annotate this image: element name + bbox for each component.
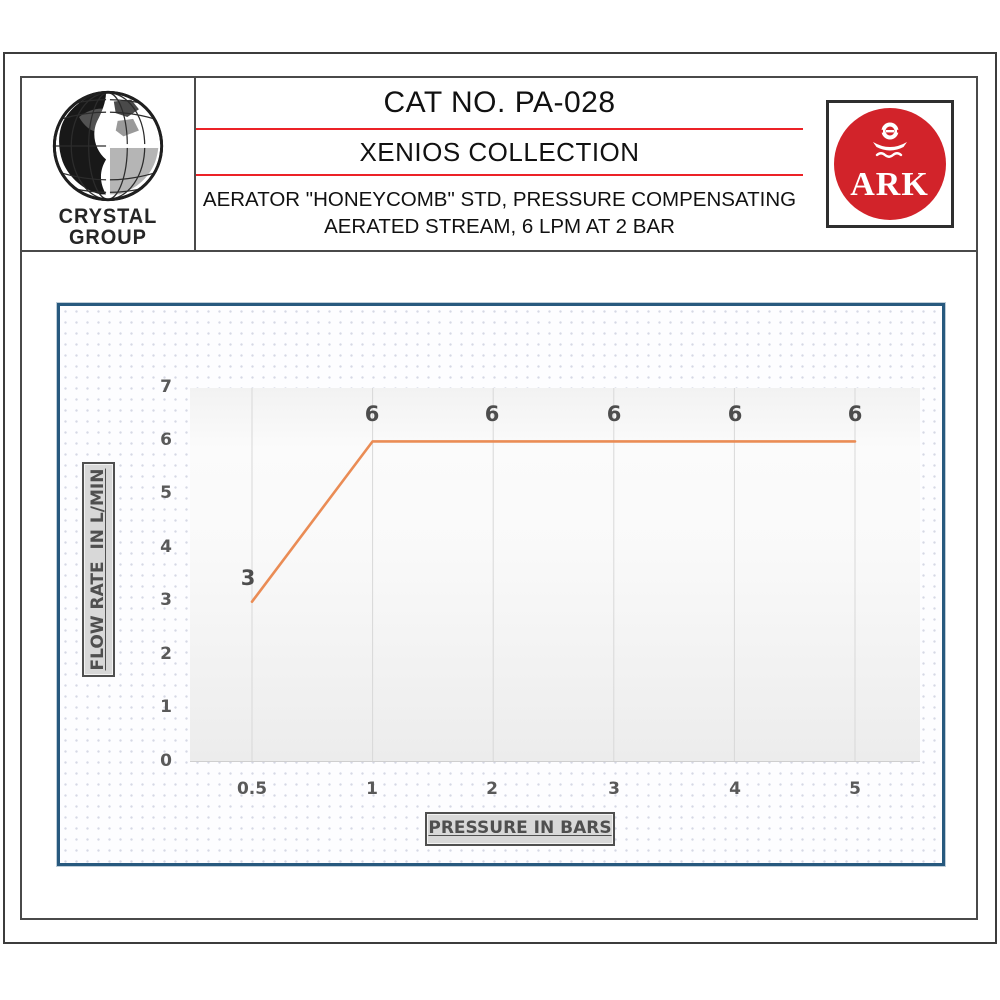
product-description: AERATOR "HONEYCOMB" STD, PRESSURE COMPEN… [196, 176, 803, 250]
data-label-2: 6 [484, 402, 500, 426]
y-tick-1: 1 [160, 697, 172, 717]
catalog-number: CAT NO. PA-028 [383, 86, 616, 119]
wordmark-line1: CRYSTAL [58, 205, 158, 228]
crystal-group-logo: CRYSTAL GROUP [22, 78, 196, 250]
plot-svg [190, 388, 920, 762]
red-divider-top [196, 128, 803, 130]
header: CRYSTAL GROUP CAT NO. PA-028 XENIOS COLL… [20, 76, 978, 252]
x-axis-title: PRESSURE IN BARS [425, 812, 615, 846]
ark-logo: ARK [825, 100, 954, 228]
y-axis-title: FLOW RATE IN L/MIN [82, 462, 115, 677]
y-tick-0: 0 [160, 751, 172, 771]
red-divider-bottom [196, 174, 803, 176]
plot-area [190, 388, 920, 762]
data-label-5: 6 [847, 402, 863, 426]
x-tick-0: 0.5 [236, 779, 268, 799]
x-tick-3: 3 [608, 779, 620, 799]
y-tick-4: 4 [160, 537, 172, 557]
y-tick-2: 2 [160, 644, 172, 664]
wordmark-line2: GROUP [69, 226, 147, 249]
y-tick-3: 3 [160, 590, 172, 610]
data-label-4: 6 [727, 402, 743, 426]
x-tick-2: 2 [486, 779, 498, 799]
ark-logo-panel: ARK [803, 78, 976, 250]
data-label-0: 3 [240, 566, 256, 590]
data-label-3: 6 [606, 402, 622, 426]
flow-line [250, 440, 857, 603]
description-line1: AERATOR "HONEYCOMB" STD, PRESSURE COMPEN… [202, 188, 797, 211]
ark-red-circle: ARK [833, 108, 946, 220]
description-line2: AERATED STREAM, 6 LPM AT 2 BAR [324, 215, 675, 238]
ark-wordmark: ARK [850, 166, 929, 203]
chart-area: 0 1 2 3 4 5 6 7 0.5 1 2 3 4 5 3 6 6 6 6 … [57, 303, 945, 866]
collection-title: XENIOS COLLECTION [359, 136, 640, 167]
y-tick-6: 6 [160, 430, 172, 450]
crystal-group-wordmark: CRYSTAL GROUP [59, 206, 158, 248]
ark-emblem-icon [872, 122, 907, 158]
x-tick-1: 1 [366, 779, 378, 799]
x-tick-5: 5 [849, 779, 861, 799]
header-center-panel: CAT NO. PA-028 XENIOS COLLECTION AERATOR… [196, 78, 803, 250]
x-tick-4: 4 [729, 779, 741, 799]
data-label-1: 6 [364, 402, 380, 426]
y-tick-5: 5 [160, 483, 172, 503]
globe-icon [52, 90, 164, 202]
y-axis-title-box: FLOW RATE IN L/MIN [82, 462, 115, 677]
y-tick-7: 7 [160, 377, 172, 397]
